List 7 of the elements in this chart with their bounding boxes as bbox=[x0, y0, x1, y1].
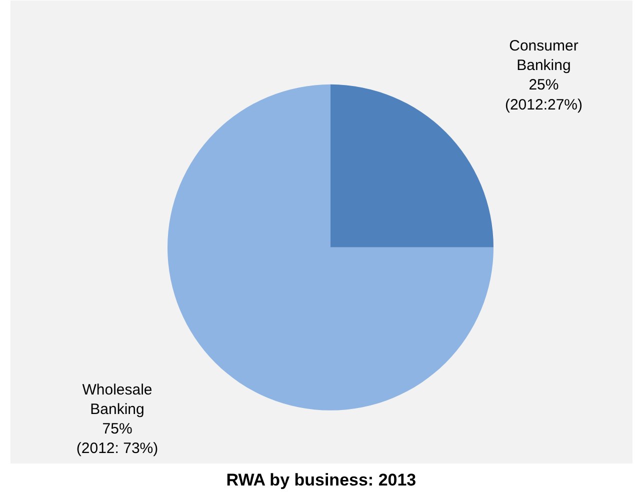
text: (2012: 73%) bbox=[76, 440, 158, 458]
text: (2012:27%) bbox=[504, 96, 583, 114]
slice-label: Consumer Banking bbox=[509, 38, 578, 74]
text: RWA by business: 2013 bbox=[226, 470, 416, 490]
data-label: 25% bbox=[528, 76, 559, 94]
data-label: 75% bbox=[102, 420, 132, 438]
slice-label: Wholesale Banking bbox=[82, 382, 152, 418]
